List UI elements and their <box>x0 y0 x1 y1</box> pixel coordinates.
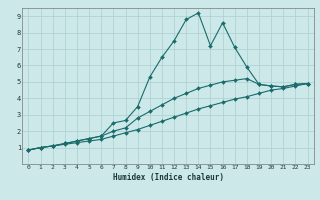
X-axis label: Humidex (Indice chaleur): Humidex (Indice chaleur) <box>113 173 223 182</box>
